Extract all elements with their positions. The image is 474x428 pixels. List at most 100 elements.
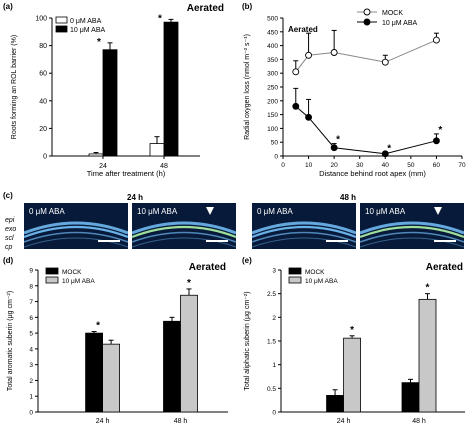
- a-category-label: 48: [160, 163, 168, 170]
- e-title: Aerated: [426, 262, 463, 273]
- a-title: Aerated: [187, 3, 224, 14]
- chart-d: 0 1 2 3 4 5 6 7 8 9 24 h * 48 h * Total aromatic suber…: [7, 262, 228, 425]
- b-ytick-label: 250: [267, 85, 278, 92]
- a-bar: [102, 49, 118, 157]
- d-ytick-label: 1: [29, 394, 33, 401]
- tissue-label-scl: scl: [5, 235, 14, 242]
- tissue-label-cp: cp: [5, 244, 13, 251]
- micrograph-graphic: [360, 203, 464, 249]
- e-ytick-label: 1.5: [267, 339, 276, 346]
- b-x-axis-label: Distance behind root apex (mm): [319, 169, 426, 178]
- b-ytick-label: 350: [267, 57, 278, 64]
- d-ytick-label: 2: [29, 378, 33, 385]
- b-data-point: [432, 36, 440, 44]
- e-ytick-label: 2: [272, 315, 276, 322]
- b-legend-label: 10 μM ABA: [382, 20, 417, 27]
- b-data-point: [305, 113, 313, 121]
- scale-bar: [206, 240, 228, 242]
- e-legend-swatch: [288, 276, 302, 284]
- b-significance-star: *: [387, 143, 391, 154]
- b-xtick-label: 40: [382, 162, 390, 169]
- e-ytick-label: 2.5: [267, 291, 276, 298]
- b-data-point: [381, 150, 389, 158]
- micrograph-image: 10 μM ABA: [132, 203, 236, 249]
- micrograph-header-24h: 24 h: [127, 193, 144, 202]
- a-bar: [149, 143, 165, 157]
- b-data-point: [330, 144, 338, 152]
- d-ytick-label: 9: [29, 268, 33, 275]
- micrograph-image: 10 μM ABA: [360, 203, 464, 249]
- b-significance-star: *: [438, 125, 442, 136]
- tissue-label-exo: exo: [5, 226, 17, 233]
- b-xtick-label: 10: [305, 162, 313, 169]
- a-category-label: 24: [99, 163, 107, 170]
- micrograph-label: 10 μM ABA: [365, 207, 406, 216]
- b-data-point: [292, 68, 300, 76]
- panel-label-a: (a): [3, 2, 13, 11]
- chart-e: 0 0.5 1 1.5 2 2.5 3 24 h * 48 h * Total aliphatic s…: [244, 262, 465, 425]
- micrograph-label: 0 μM ABA: [29, 207, 65, 216]
- b-xtick-label: 70: [458, 162, 466, 169]
- d-legend-label: 10 μM ABA: [62, 278, 95, 285]
- b-ytick-label: 400: [267, 43, 278, 50]
- e-bar: [343, 337, 361, 413]
- b-data-point: [330, 49, 338, 56]
- a-legend-swatch: [55, 16, 68, 24]
- b-series-line: [295, 39, 437, 73]
- e-bar: [418, 298, 437, 413]
- d-ytick-label: 7: [29, 299, 33, 306]
- a-legend-swatch: [55, 25, 68, 33]
- d-legend-label: MOCK: [62, 269, 82, 276]
- d-category-label: 24 h: [96, 418, 110, 425]
- b-data-point: [381, 58, 389, 66]
- chart-b: 0 50 100 150 200 250 300 350 400 450 500 0 10 20 30 40 5…: [244, 8, 466, 178]
- a-bar: [88, 153, 104, 157]
- e-legend-label: 10 μM ABA: [305, 278, 338, 285]
- d-title: Aerated: [189, 262, 226, 273]
- micrograph-image: 0 μM ABA: [24, 203, 128, 249]
- b-title: Aerated: [288, 25, 318, 34]
- b-legend-label: MOCK: [382, 10, 403, 17]
- a-legend-label: 0 μM ABA: [70, 18, 102, 25]
- e-ytick-label: 1: [272, 362, 276, 369]
- d-ytick-label: 8: [29, 283, 33, 290]
- d-ytick-label: 0: [29, 410, 33, 417]
- micrograph-graphic: [132, 203, 236, 249]
- e-bar: [401, 382, 420, 413]
- a-legend-label: 10 μM ABA: [70, 27, 105, 34]
- panel-label-d: (d): [3, 256, 14, 265]
- d-legend-swatch: [45, 276, 59, 284]
- b-xtick-label: 30: [356, 162, 364, 169]
- d-bar: [102, 343, 120, 413]
- panel-label-b: (b): [242, 2, 253, 11]
- e-significance-star: *: [426, 283, 430, 294]
- b-data-point: [292, 102, 300, 110]
- b-ytick-label: 150: [267, 112, 278, 119]
- a-bar: [163, 21, 179, 157]
- arrowhead-marker: [206, 207, 214, 215]
- b-legend-marker: [363, 18, 371, 26]
- d-legend-swatch: [45, 267, 59, 275]
- b-legend-marker: [363, 8, 371, 16]
- panel-label-c: (c): [3, 191, 13, 200]
- e-legend-label: MOCK: [305, 269, 325, 276]
- a-ytick-label: 0: [43, 154, 47, 161]
- a-significance-star: *: [158, 13, 162, 24]
- b-ytick-label: 500: [267, 16, 278, 23]
- b-data-point: [432, 137, 440, 145]
- b-ytick-label: 50: [271, 140, 279, 147]
- b-xtick-label: 50: [407, 162, 415, 169]
- a-ytick-label: 80: [39, 43, 47, 50]
- b-y-axis-label: Radial oxygen loss (nmol m⁻² s⁻¹): [244, 34, 251, 140]
- d-category-label: 48 h: [174, 418, 188, 425]
- b-ytick-label: 200: [267, 98, 278, 105]
- e-ytick-label: 0: [272, 410, 276, 417]
- a-ytick-label: 60: [39, 71, 47, 78]
- e-y-axis-label: Total aliphatic suberin (μg cm⁻²): [244, 291, 251, 390]
- d-ytick-label: 6: [29, 315, 33, 322]
- d-ytick-label: 5: [29, 331, 33, 338]
- d-y-axis-label: Total aromatic suberin (μg cm⁻²): [7, 291, 14, 391]
- scale-bar: [434, 240, 456, 242]
- d-significance-star: *: [187, 278, 191, 289]
- a-x-axis-label: Time after treatment (h): [87, 169, 166, 178]
